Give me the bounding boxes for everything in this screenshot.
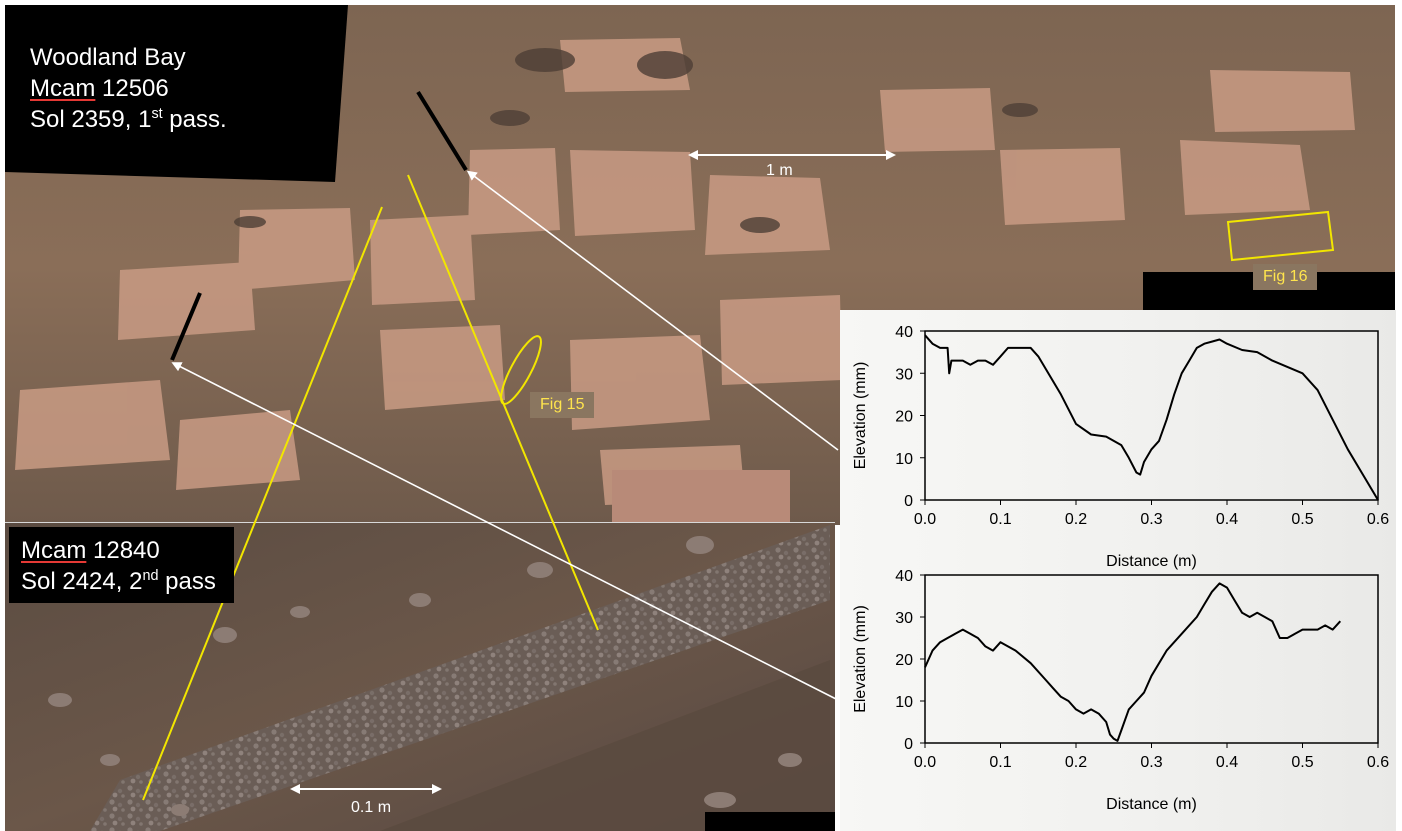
- x-tick-label: 0.0: [914, 511, 936, 528]
- site-name: Woodland Bay: [30, 44, 186, 71]
- x-tick-label: 0.4: [1216, 754, 1238, 771]
- x-tick-label: 0.4: [1216, 511, 1238, 528]
- profile-marker-upper: [416, 90, 468, 172]
- fig16-tag: Fig 16: [1253, 264, 1318, 290]
- scale-label-01m: 0.1 m: [351, 799, 392, 816]
- fig15-tag: Fig 15: [530, 392, 595, 418]
- x-axis-label: Distance (m): [1106, 796, 1197, 813]
- scale-label-1m: 1 m: [766, 162, 793, 179]
- second-pass-label: Mcam 12840 Sol 2424, 2nd pass: [9, 527, 234, 603]
- y-tick-label: 20: [895, 652, 913, 669]
- y-tick-label: 0: [904, 493, 913, 510]
- x-tick-label: 0.3: [1140, 511, 1162, 528]
- y-tick-label: 40: [895, 568, 913, 585]
- x-axis-label: Distance (m): [1106, 553, 1197, 570]
- fig16-box: [1226, 210, 1335, 262]
- profile-panel: [840, 310, 1396, 831]
- y-tick-label: 10: [895, 694, 913, 711]
- first-pass-label: Woodland Bay Mcam 12506 Sol 2359, 1st pa…: [30, 42, 330, 135]
- y-tick-label: 30: [895, 366, 913, 383]
- x-tick-label: 0.6: [1367, 511, 1389, 528]
- elevation-profile-chart-2: 0.0 0.1 0.2 0.3 0.4 0.5 0.6 0 10 20 30 40 Distance (…: [852, 568, 1389, 813]
- x-tick-label: 0.1: [989, 511, 1011, 528]
- mcam-id-second: Mcam 12840: [21, 537, 160, 564]
- fig15-ellipse: [500, 335, 542, 405]
- elevation-profile-line: [924, 334, 1379, 501]
- mcam-id-first: Mcam 12506: [30, 75, 169, 102]
- trace-line-left: [142, 206, 383, 801]
- x-tick-label: 0.0: [914, 754, 936, 771]
- y-tick-label: 10: [895, 451, 913, 468]
- x-tick-label: 0.3: [1140, 754, 1162, 771]
- elevation-profile-chart-1: 0.0 0.1 0.2 0.3 0.4 0.5 0.6 0 10 20 30 40 Distance (…: [852, 324, 1389, 570]
- y-tick-label: 40: [895, 324, 913, 341]
- sol-second: Sol 2424, 2nd pass: [21, 568, 216, 595]
- y-tick-label: 20: [895, 409, 913, 426]
- x-tick-label: 0.5: [1291, 511, 1313, 528]
- x-tick-label: 0.1: [989, 754, 1011, 771]
- y-tick-label: 30: [895, 610, 913, 627]
- x-tick-label: 0.6: [1367, 754, 1389, 771]
- profile-marker-lower: [170, 292, 202, 361]
- y-axis-label: Elevation (mm): [852, 362, 869, 470]
- sol-first: Sol 2359, 1st pass.: [30, 106, 227, 133]
- plot-frame: [924, 330, 1379, 501]
- plot-frame: [924, 574, 1379, 744]
- y-tick-label: 0: [904, 736, 913, 753]
- y-axis-label: Elevation (mm): [852, 605, 869, 713]
- arrow-to-lower-profile: [171, 362, 839, 701]
- arrow-to-upper-profile: [466, 170, 839, 451]
- elevation-profile-line: [924, 582, 1342, 742]
- x-tick-label: 0.2: [1065, 511, 1087, 528]
- x-tick-label: 0.5: [1291, 754, 1313, 771]
- x-tick-label: 0.2: [1065, 754, 1087, 771]
